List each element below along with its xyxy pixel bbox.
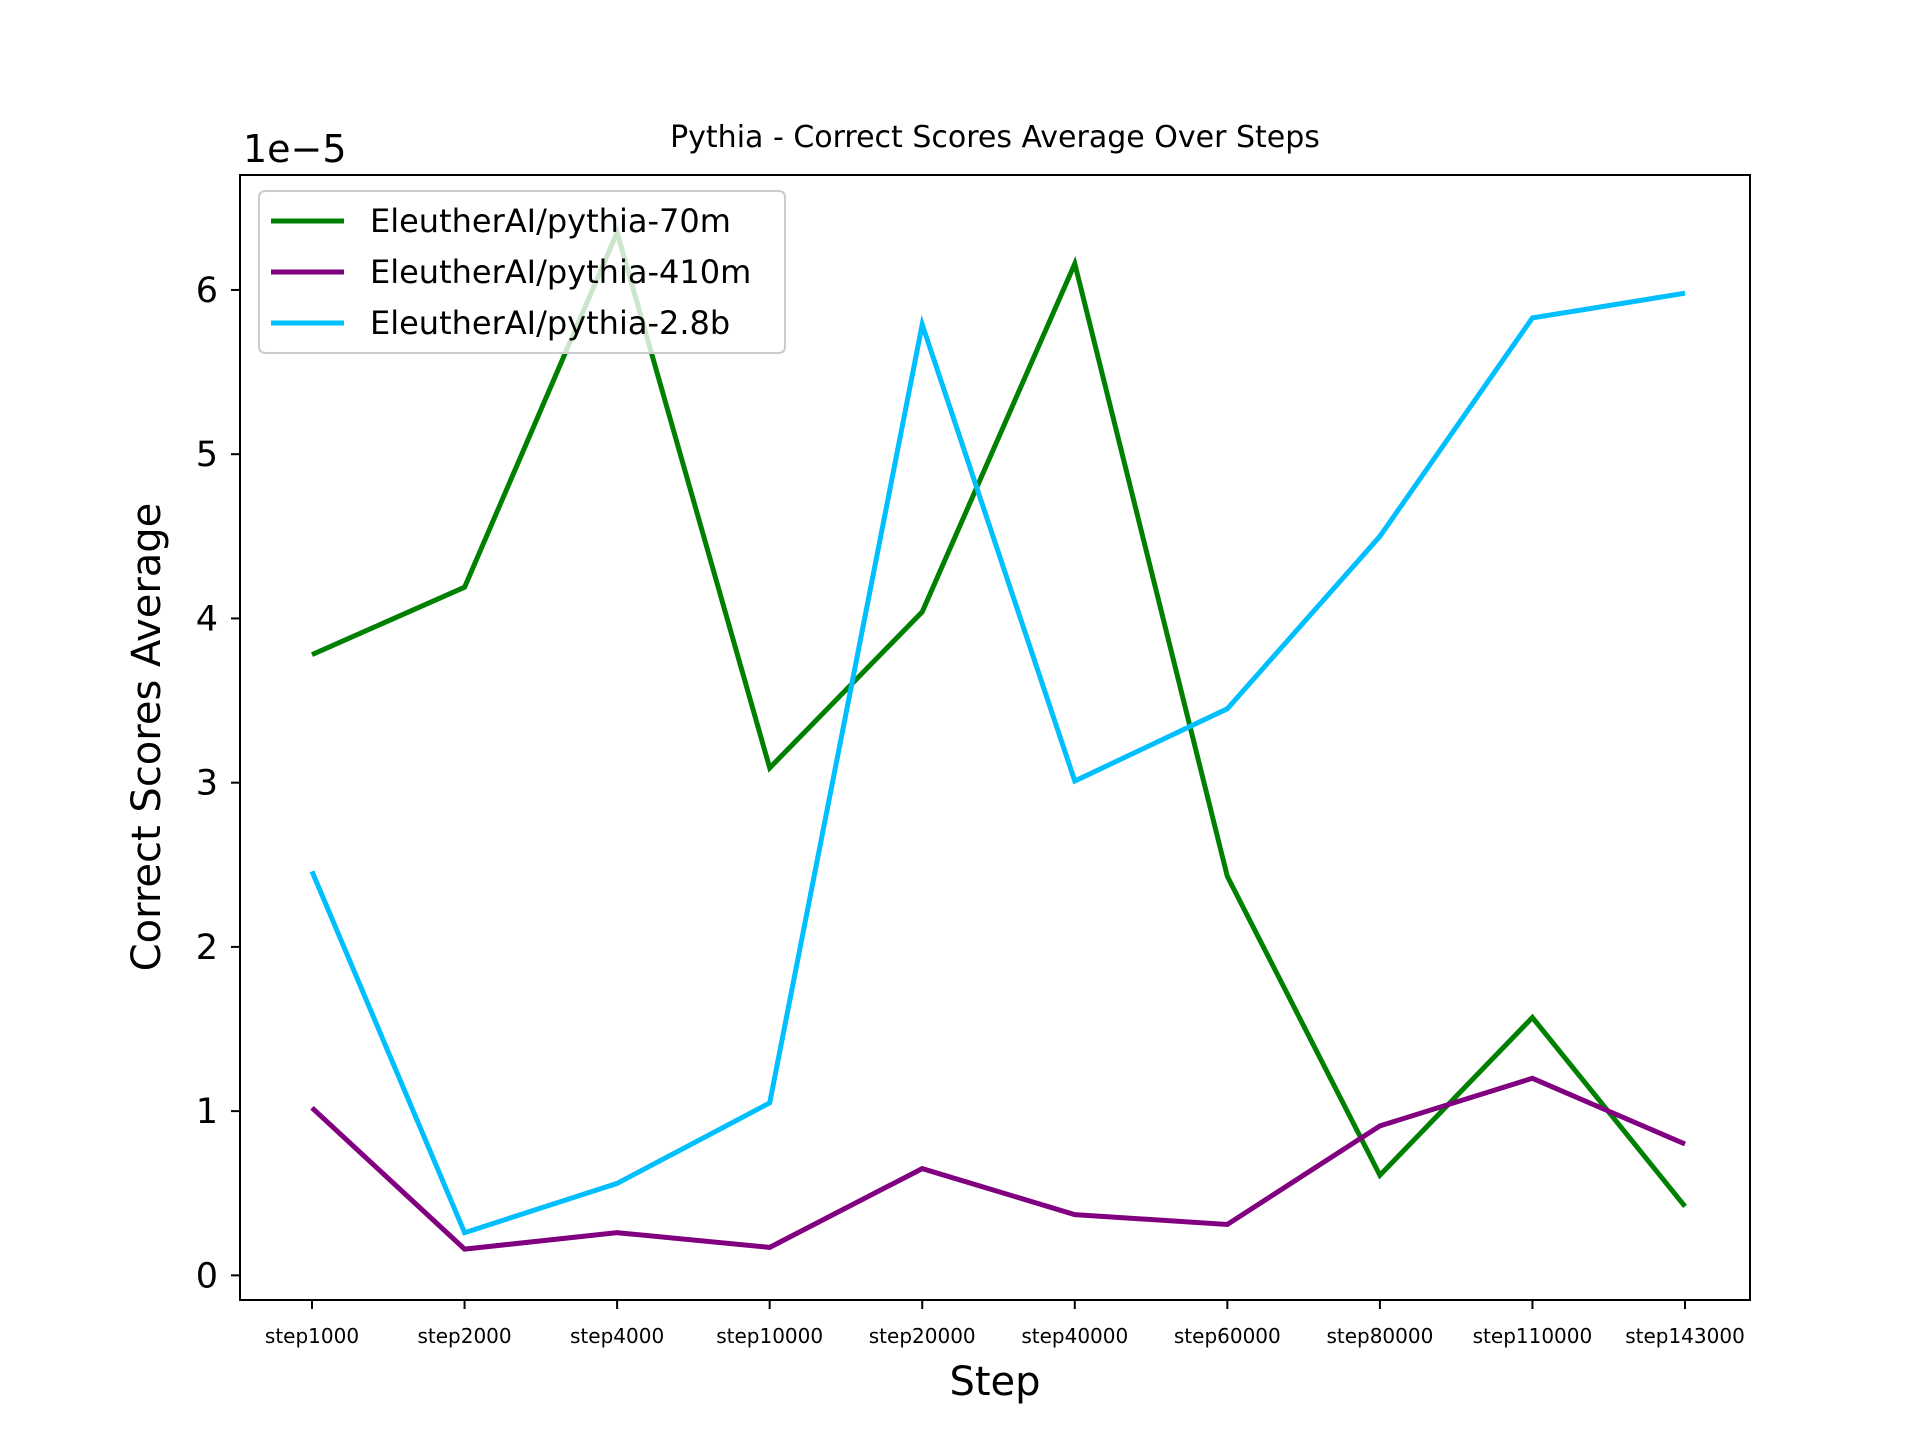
legend-box: [258, 190, 786, 354]
y-axis-offset-text: 1e−5: [243, 127, 347, 171]
series-line-0: [310, 225, 1687, 1208]
legend-label-0: EleutherAI/pythia-70m: [370, 202, 731, 240]
x-axis-label: Step: [949, 1359, 1040, 1405]
x-tick-label: step20000: [869, 1324, 976, 1348]
y-axis-ticks: 0 1 2 3 4 5 6: [196, 271, 240, 1296]
x-axis-ticks: step1000 step2000 step4000 step10000 step200…: [265, 1300, 1745, 1348]
y-axis-label: Correct Scores Average: [124, 503, 170, 972]
y-tick-label: 5: [196, 435, 218, 475]
y-tick-label: 0: [196, 1256, 218, 1296]
series-line-1: [310, 1075, 1686, 1252]
x-tick-label: step2000: [417, 1324, 511, 1348]
series-line-2: [309, 290, 1686, 1236]
x-tick-label: step60000: [1174, 1324, 1281, 1348]
y-tick-label: 4: [196, 599, 218, 639]
y-tick-label: 2: [196, 928, 218, 968]
legend-label-2: EleutherAI/pythia-2.8b: [370, 304, 730, 342]
x-tick-label: step4000: [570, 1324, 664, 1348]
x-tick-label: step1000: [265, 1324, 359, 1348]
x-tick-label: step10000: [716, 1324, 823, 1348]
x-tick-label: step110000: [1473, 1324, 1593, 1348]
y-tick-label: 3: [196, 764, 218, 804]
chart-title: Pythia - Correct Scores Average Over Ste…: [670, 120, 1320, 155]
legend: EleutherAI/pythia-70m EleutherAI/pythia-4…: [258, 190, 786, 354]
x-tick-label: step80000: [1326, 1324, 1433, 1348]
plot-frame: [239, 174, 1751, 1301]
x-tick-label: step143000: [1625, 1324, 1745, 1348]
series-layer: [309, 225, 1687, 1252]
x-tick-label: step40000: [1021, 1324, 1128, 1348]
y-tick-label: 6: [196, 271, 218, 311]
y-tick-label: 1: [196, 1092, 218, 1132]
legend-label-1: EleutherAI/pythia-410m: [370, 253, 751, 291]
